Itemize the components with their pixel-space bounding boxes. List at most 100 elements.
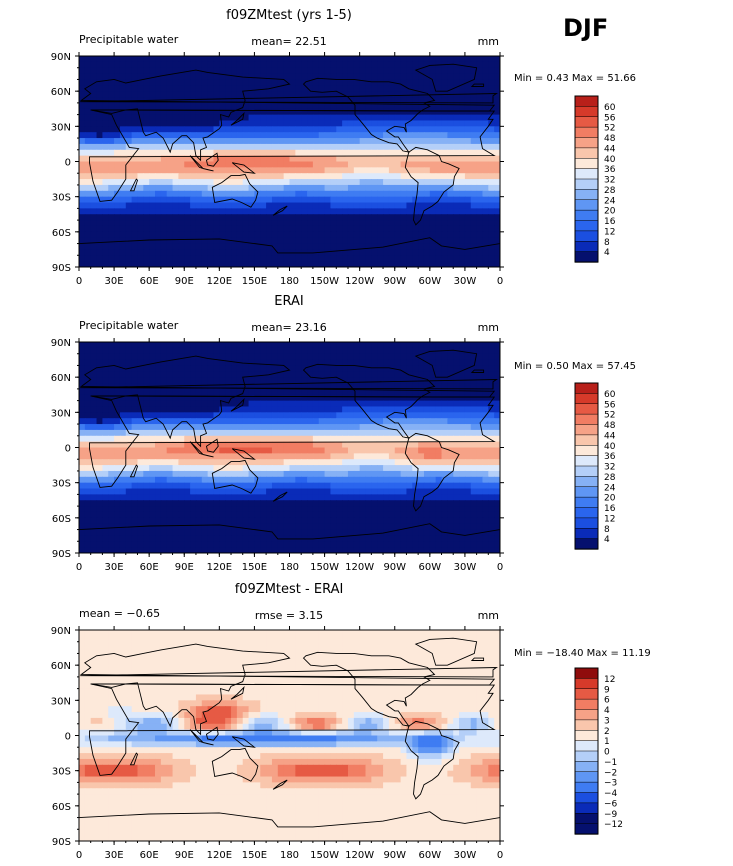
field-cell (418, 418, 425, 425)
field-cell (213, 132, 220, 139)
field-cell (494, 476, 500, 484)
field-cell (242, 394, 250, 402)
field-cell (453, 132, 460, 139)
field-cell (307, 143, 314, 151)
field-cell (470, 494, 478, 501)
field-cell (377, 383, 384, 390)
field-cell (195, 190, 203, 198)
field-cell (447, 132, 454, 139)
field-cell (435, 155, 443, 163)
field-cell (476, 470, 484, 478)
field-cell (429, 465, 437, 472)
field-cell (178, 465, 185, 472)
field-cell (231, 418, 238, 425)
field-cell (336, 511, 343, 519)
field-cell (160, 196, 168, 204)
field-cell (236, 418, 244, 425)
field-cell (277, 61, 285, 69)
field-cell (400, 97, 408, 104)
field-cell (143, 261, 150, 267)
colorbar-box (574, 137, 599, 149)
field-cell (277, 67, 285, 75)
field-cell (406, 435, 413, 443)
field-cell (160, 255, 168, 262)
field-cell (418, 155, 425, 163)
field-cell (441, 465, 448, 472)
field-cell (277, 202, 285, 209)
field-cell (260, 435, 267, 443)
field-cell (190, 261, 197, 267)
field-cell (195, 470, 203, 478)
field-cell (260, 61, 267, 69)
field-cell (494, 377, 500, 384)
field-cell (172, 67, 180, 75)
field-cell (459, 447, 466, 454)
field-cell (371, 429, 378, 437)
field-cell (260, 108, 267, 116)
field-cell (84, 214, 92, 221)
field-cell (488, 447, 495, 454)
field-cell (365, 67, 372, 75)
field-cell (178, 173, 185, 180)
field-cell (213, 167, 220, 174)
field-cell (371, 511, 378, 519)
field-cell (260, 388, 267, 396)
field-cell (231, 114, 238, 122)
field-cell (412, 120, 419, 127)
field-cell (260, 202, 267, 209)
field-cell (353, 347, 361, 355)
field-cell (324, 179, 332, 186)
field-cell (295, 237, 302, 245)
field-cell (108, 249, 115, 256)
field-cell (155, 67, 162, 75)
field-cell (423, 220, 431, 227)
field-cell (79, 494, 86, 501)
field-cell (418, 371, 425, 378)
field-cell (131, 208, 139, 215)
field-cell (178, 61, 185, 69)
field-cell (149, 500, 156, 507)
field-cell (131, 424, 139, 431)
field-cell (459, 196, 466, 204)
field-cell (371, 220, 378, 227)
field-cell (488, 249, 495, 256)
field-cell (149, 179, 156, 186)
field-cell (307, 56, 314, 63)
field-cell (347, 517, 355, 525)
field-cell (494, 342, 500, 349)
field-cell (242, 453, 250, 460)
field-cell (207, 447, 215, 454)
field-cell (248, 73, 256, 81)
field-cell (149, 429, 156, 437)
field-cell (172, 459, 180, 466)
field-cell (108, 155, 115, 163)
field-cell (184, 406, 191, 413)
field-cell (201, 237, 209, 245)
field-cell (283, 261, 291, 267)
field-cell (377, 149, 384, 157)
field-cell (435, 126, 443, 133)
field-cell (464, 412, 472, 419)
field-cell (201, 73, 209, 81)
field-cell (482, 359, 489, 367)
field-cell (102, 132, 109, 139)
field-cell (114, 56, 121, 63)
field-cell (131, 73, 139, 81)
field-cell (470, 184, 478, 192)
field-cell (260, 482, 267, 490)
field-cell (190, 347, 197, 355)
field-cell (447, 220, 454, 227)
field-cell (143, 353, 150, 361)
field-grid (79, 342, 500, 553)
field-cell (131, 138, 139, 145)
field-cell (79, 143, 86, 151)
field-cell (225, 149, 232, 157)
field-cell (447, 231, 454, 239)
field-cell (295, 476, 302, 484)
field-cell (225, 517, 232, 525)
field-cell (377, 447, 384, 454)
field-cell (84, 406, 92, 413)
field-cell (353, 161, 361, 168)
field-cell (459, 418, 466, 425)
units-label: mm (478, 35, 499, 48)
